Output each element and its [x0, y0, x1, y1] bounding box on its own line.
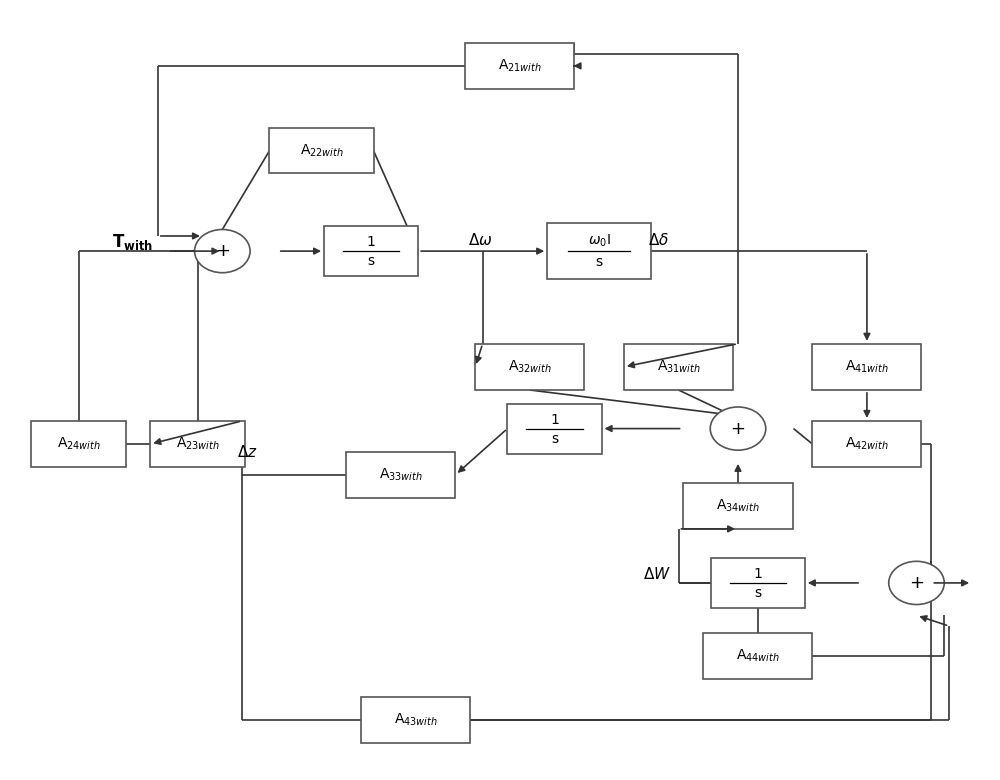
FancyBboxPatch shape [150, 421, 245, 467]
Circle shape [710, 407, 766, 450]
FancyBboxPatch shape [812, 344, 921, 390]
FancyBboxPatch shape [507, 403, 602, 454]
Text: s: s [596, 255, 603, 269]
FancyBboxPatch shape [465, 43, 574, 89]
Text: A$_{33with}$: A$_{33with}$ [379, 466, 423, 483]
FancyBboxPatch shape [31, 421, 126, 467]
FancyBboxPatch shape [703, 633, 812, 679]
FancyBboxPatch shape [547, 223, 651, 279]
Circle shape [195, 229, 250, 273]
Text: A$_{43with}$: A$_{43with}$ [394, 712, 438, 729]
Text: A$_{42with}$: A$_{42with}$ [845, 436, 889, 452]
FancyBboxPatch shape [711, 558, 805, 608]
Text: s: s [551, 431, 558, 445]
Text: +: + [730, 420, 746, 438]
Text: $\Delta z$: $\Delta z$ [237, 444, 257, 459]
Text: s: s [754, 586, 761, 600]
FancyBboxPatch shape [324, 226, 418, 276]
Text: A$_{41with}$: A$_{41with}$ [845, 359, 889, 375]
Text: A$_{34with}$: A$_{34with}$ [716, 498, 760, 514]
Text: $\Delta\omega$: $\Delta\omega$ [468, 232, 492, 248]
Text: s: s [368, 254, 375, 268]
Text: 1: 1 [367, 235, 376, 249]
Text: A$_{24with}$: A$_{24with}$ [57, 436, 101, 452]
Text: 1: 1 [550, 413, 559, 427]
FancyBboxPatch shape [346, 452, 455, 498]
FancyBboxPatch shape [624, 344, 733, 390]
Text: $\omega_0$I: $\omega_0$I [588, 233, 611, 250]
FancyBboxPatch shape [475, 344, 584, 390]
Text: $\mathbf{T_{with}}$: $\mathbf{T_{with}}$ [112, 232, 154, 252]
FancyBboxPatch shape [683, 483, 793, 529]
FancyBboxPatch shape [361, 697, 470, 743]
Text: $\Delta\delta$: $\Delta\delta$ [648, 232, 669, 248]
Text: 1: 1 [753, 567, 762, 581]
Text: A$_{23with}$: A$_{23with}$ [176, 436, 220, 452]
Text: A$_{22with}$: A$_{22with}$ [300, 143, 343, 159]
Text: +: + [909, 574, 924, 592]
FancyBboxPatch shape [269, 129, 374, 173]
Text: +: + [215, 242, 230, 260]
Circle shape [889, 562, 944, 605]
Text: $\Delta W$: $\Delta W$ [643, 566, 671, 582]
FancyBboxPatch shape [812, 421, 921, 467]
Text: A$_{32with}$: A$_{32with}$ [508, 359, 552, 375]
Text: A$_{44with}$: A$_{44with}$ [736, 648, 780, 665]
Text: A$_{21with}$: A$_{21with}$ [498, 58, 542, 74]
Text: A$_{31with}$: A$_{31with}$ [657, 359, 700, 375]
